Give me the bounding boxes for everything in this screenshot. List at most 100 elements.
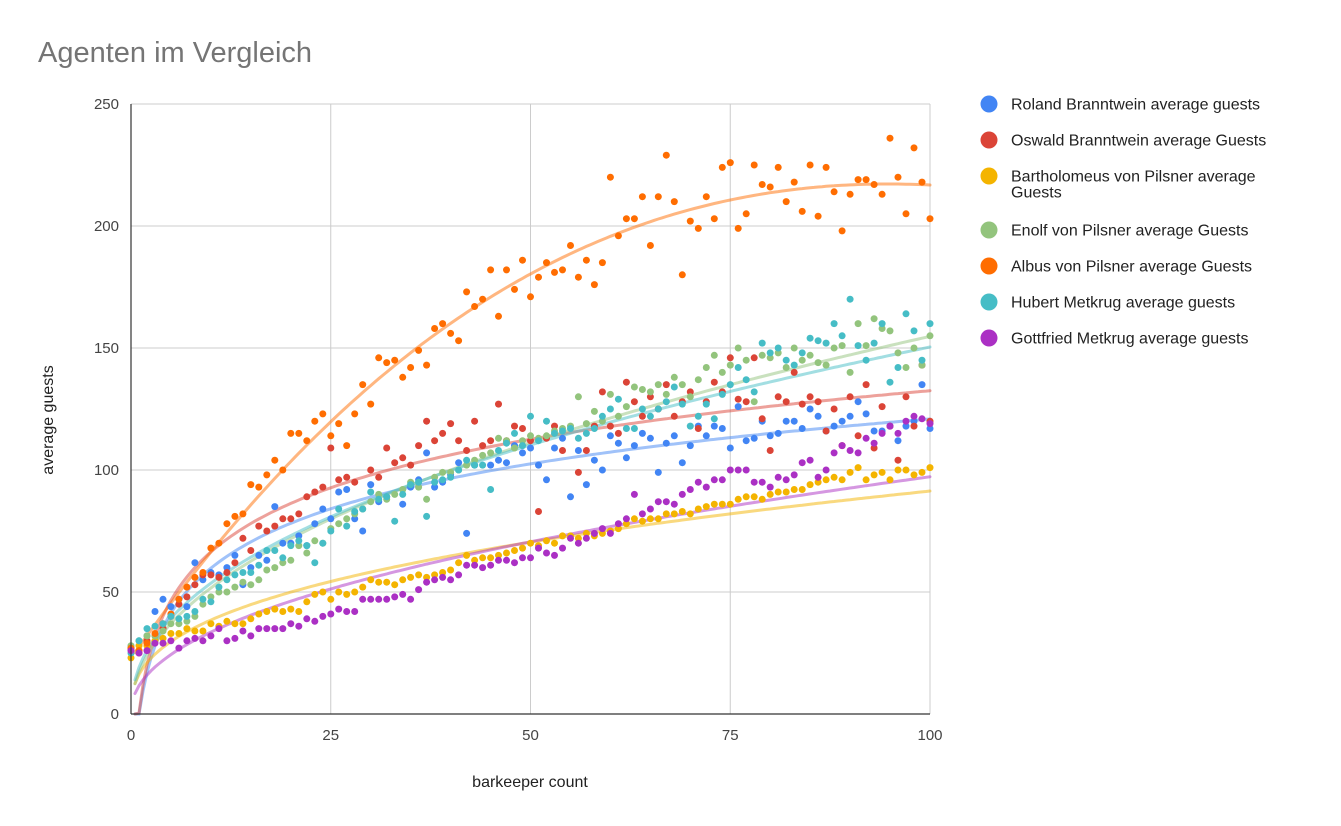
data-point-series-6 bbox=[239, 569, 247, 576]
data-point-series-7 bbox=[231, 634, 239, 642]
legend-item[interactable]: Albus von Pilsner average Guests bbox=[980, 257, 1253, 276]
data-point-series-1 bbox=[311, 520, 319, 528]
legend-item[interactable]: Hubert Metkrug average guests bbox=[980, 293, 1236, 312]
data-point-series-5 bbox=[598, 259, 606, 267]
data-point-series-1 bbox=[654, 468, 662, 476]
data-point-series-7 bbox=[814, 473, 822, 481]
data-point-series-7 bbox=[471, 561, 479, 569]
data-point-series-3 bbox=[806, 481, 814, 489]
data-point-series-2 bbox=[455, 437, 463, 445]
data-point-series-5 bbox=[455, 337, 463, 345]
data-point-series-7 bbox=[311, 617, 319, 625]
y-tick-label: 0 bbox=[111, 706, 119, 723]
data-point-series-5 bbox=[862, 176, 870, 184]
data-point-series-2 bbox=[646, 393, 654, 401]
data-point-series-5 bbox=[367, 400, 375, 408]
legend[interactable]: Roland Branntwein average guests Oswald B… bbox=[980, 95, 1267, 348]
data-point-series-2 bbox=[814, 398, 822, 406]
data-point-series-7 bbox=[407, 595, 415, 603]
data-point-series-5 bbox=[303, 437, 311, 445]
data-point-series-7 bbox=[654, 498, 662, 506]
data-point-series-6 bbox=[750, 388, 758, 396]
data-point-series-7 bbox=[295, 622, 303, 630]
data-point-series-6 bbox=[582, 429, 590, 437]
data-point-series-4 bbox=[758, 351, 766, 359]
data-point-series-5 bbox=[870, 181, 878, 188]
x-tick-label: 50 bbox=[522, 727, 539, 744]
legend-marker bbox=[980, 293, 998, 311]
data-point-series-7 bbox=[223, 637, 231, 645]
data-point-series-1 bbox=[431, 483, 439, 491]
data-point-series-5 bbox=[175, 595, 183, 603]
data-point-series-1 bbox=[327, 515, 335, 523]
legend-item[interactable]: Bartholomeus von Pilsner average Guests bbox=[980, 167, 1256, 202]
data-point-series-5 bbox=[878, 190, 886, 198]
data-point-series-3 bbox=[758, 495, 766, 503]
data-point-series-5 bbox=[423, 361, 431, 369]
data-point-series-6 bbox=[447, 473, 455, 481]
data-point-series-7 bbox=[247, 632, 255, 640]
data-point-series-2 bbox=[399, 454, 407, 462]
data-point-series-7 bbox=[455, 571, 463, 579]
data-point-series-1 bbox=[606, 432, 614, 440]
legend-item[interactable]: Oswald Branntwein average Guests bbox=[980, 131, 1267, 150]
data-point-series-4 bbox=[742, 356, 750, 364]
data-point-series-7 bbox=[135, 649, 143, 657]
data-point-series-5 bbox=[535, 273, 542, 281]
data-point-series-3 bbox=[431, 571, 439, 579]
data-point-series-6 bbox=[678, 400, 686, 408]
data-point-series-6 bbox=[327, 527, 335, 535]
data-point-series-2 bbox=[415, 442, 423, 450]
data-point-series-7 bbox=[151, 639, 159, 647]
data-point-series-4 bbox=[375, 490, 383, 498]
data-point-series-1 bbox=[535, 461, 542, 469]
data-point-series-3 bbox=[487, 554, 495, 562]
data-point-series-3 bbox=[814, 478, 822, 486]
data-point-series-2 bbox=[407, 461, 415, 469]
data-point-series-1 bbox=[838, 417, 846, 425]
data-point-series-5 bbox=[479, 295, 487, 303]
data-point-series-4 bbox=[495, 434, 502, 442]
data-point-series-3 bbox=[367, 576, 375, 584]
data-point-series-5 bbox=[894, 173, 902, 181]
data-point-series-2 bbox=[862, 381, 870, 389]
data-point-series-2 bbox=[207, 571, 215, 579]
data-point-series-5 bbox=[630, 215, 638, 223]
data-point-series-2 bbox=[750, 354, 758, 362]
data-point-series-7 bbox=[862, 434, 870, 442]
data-point-series-1 bbox=[183, 603, 191, 611]
data-point-series-5 bbox=[295, 429, 303, 437]
data-point-series-5 bbox=[151, 630, 159, 637]
data-point-series-5 bbox=[511, 285, 518, 293]
data-point-series-4 bbox=[894, 349, 902, 357]
legend-item[interactable]: Gottfried Metkrug average guests bbox=[980, 329, 1249, 348]
data-point-series-1 bbox=[814, 412, 822, 420]
data-point-series-6 bbox=[574, 434, 582, 442]
data-point-series-7 bbox=[822, 466, 830, 474]
y-tick-label: 150 bbox=[94, 340, 119, 357]
data-point-series-2 bbox=[606, 422, 614, 430]
data-point-series-3 bbox=[407, 573, 415, 581]
data-point-series-7 bbox=[143, 647, 151, 655]
data-point-series-6 bbox=[455, 466, 463, 474]
data-point-series-5 bbox=[399, 373, 407, 381]
data-point-series-4 bbox=[862, 342, 870, 350]
data-point-series-7 bbox=[590, 529, 598, 537]
legend-item[interactable]: Enolf von Pilsner average Guests bbox=[980, 221, 1249, 240]
y-tick-label: 100 bbox=[94, 462, 119, 479]
data-point-series-6 bbox=[806, 334, 814, 342]
data-point-series-6 bbox=[343, 522, 351, 530]
data-point-series-1 bbox=[231, 551, 239, 559]
data-point-series-6 bbox=[551, 429, 558, 437]
data-point-series-5 bbox=[790, 178, 798, 186]
legend-item[interactable]: Roland Branntwein average guests bbox=[980, 95, 1261, 114]
data-point-series-1 bbox=[926, 425, 934, 432]
data-point-series-5 bbox=[710, 215, 718, 223]
data-point-series-6 bbox=[854, 342, 862, 350]
data-point-series-5 bbox=[582, 256, 590, 264]
data-point-series-3 bbox=[670, 510, 678, 518]
data-point-series-6 bbox=[383, 493, 391, 501]
data-point-series-2 bbox=[670, 412, 678, 420]
data-point-series-7 bbox=[902, 417, 910, 425]
data-point-series-6 bbox=[543, 417, 550, 425]
